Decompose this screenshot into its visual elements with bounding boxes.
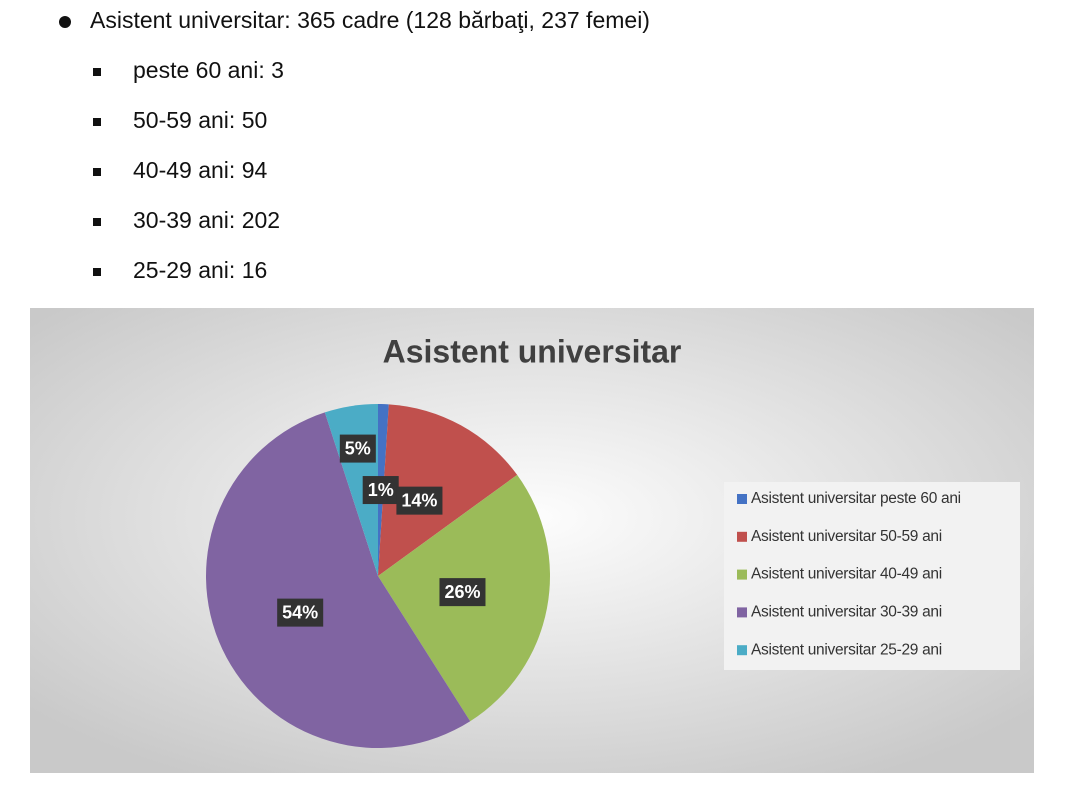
data-label: 14% bbox=[396, 486, 443, 515]
legend-label: Asistent universitar 30-39 ani bbox=[751, 603, 942, 620]
list-item: 25-29 ani: 16 bbox=[133, 257, 267, 283]
data-label: 26% bbox=[439, 578, 486, 607]
legend-swatch bbox=[737, 645, 747, 656]
label-box bbox=[439, 578, 486, 607]
list-item: 40-49 ani: 94 bbox=[133, 157, 267, 183]
bullet bbox=[93, 168, 101, 176]
label-box bbox=[396, 486, 443, 515]
data-label-text: 14% bbox=[401, 490, 437, 510]
pie-slice bbox=[378, 404, 518, 576]
data-label-text: 54% bbox=[282, 602, 318, 622]
legend-label: Asistent universitar 50-59 ani bbox=[751, 528, 942, 545]
label-box bbox=[362, 476, 399, 505]
chart-title: Asistent universitar bbox=[383, 333, 682, 369]
legend-swatch bbox=[737, 607, 747, 618]
legend-label: Asistent universitar 25-29 ani bbox=[751, 641, 942, 658]
bullet bbox=[93, 68, 101, 76]
legend-swatch bbox=[737, 569, 747, 580]
data-label-text: 1% bbox=[368, 480, 394, 500]
list-item: 50-59 ani: 50 bbox=[133, 107, 267, 133]
data-label: 1% bbox=[362, 476, 399, 505]
legend-swatch bbox=[737, 531, 747, 542]
legend-label: Asistent universitar peste 60 ani bbox=[751, 490, 961, 507]
label-box bbox=[277, 598, 324, 627]
list-item: 30-39 ani: 202 bbox=[133, 207, 280, 233]
bullet bbox=[93, 118, 101, 126]
data-label-text: 26% bbox=[444, 582, 480, 602]
list: peste 60 ani: 3 50-59 ani: 50 40-49 ani: 9… bbox=[93, 57, 284, 283]
pie-slice bbox=[206, 412, 471, 748]
legend bbox=[724, 482, 1020, 670]
label-box bbox=[339, 434, 376, 463]
list-item: peste 60 ani: 3 bbox=[133, 57, 284, 83]
heading: Asistent universitar: 365 cadre (128 băr… bbox=[90, 7, 650, 33]
data-label: 5% bbox=[339, 434, 376, 463]
data-label-text: 5% bbox=[345, 438, 371, 458]
bullet bbox=[93, 218, 101, 226]
bullet bbox=[59, 16, 71, 28]
legend-label: Asistent universitar 40-49 ani bbox=[751, 566, 942, 583]
pie: 1% 14% 26% 54% 5% bbox=[206, 404, 551, 748]
data-label: 54% bbox=[277, 598, 324, 627]
bullet bbox=[93, 268, 101, 276]
legend-swatch bbox=[737, 494, 747, 504]
